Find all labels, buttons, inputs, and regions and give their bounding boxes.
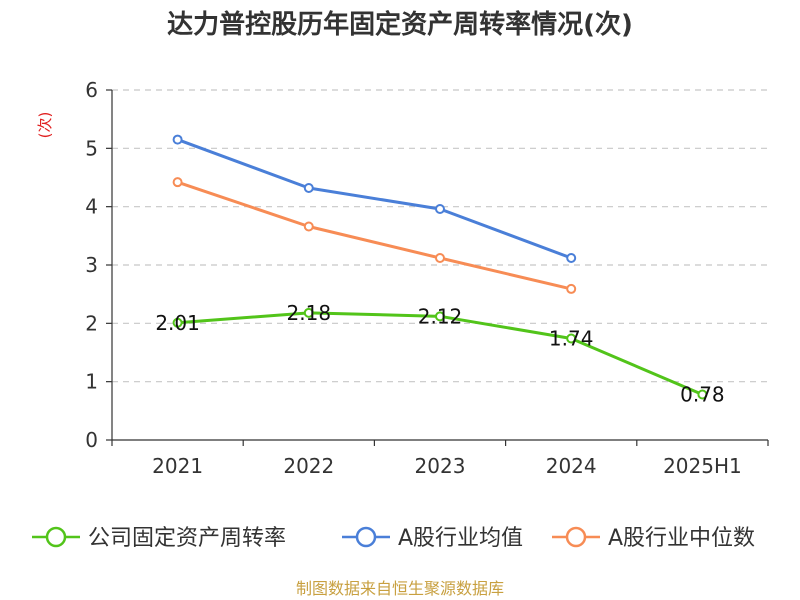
data-labels: 2.01 2.18 2.12 1.74 0.78 (155, 301, 724, 407)
data-point (172, 177, 183, 188)
y-tick-label: 6 (85, 78, 98, 102)
legend-marker (355, 526, 377, 548)
series-line-3 (176, 180, 573, 291)
data-point (435, 204, 445, 214)
y-tick-label: 2 (85, 311, 98, 335)
x-tick-label: 2022 (283, 454, 334, 478)
legend-label: A股行业均值 (398, 526, 523, 551)
legend-label: 公司固定资产周转率 (88, 526, 286, 551)
x-tick-label: 2025H1 (663, 454, 742, 478)
legend-marker (45, 526, 67, 548)
data-point (172, 134, 183, 145)
x-tick-label: 2023 (415, 454, 466, 478)
chart-title: 达力普控股历年固定资产周转率情况(次) (167, 9, 633, 40)
data-point (566, 283, 577, 294)
data-point (566, 333, 577, 344)
data-point (303, 307, 314, 318)
data-point (172, 317, 183, 328)
x-tick-label: 2024 (546, 454, 597, 478)
y-axis-label: (次) (36, 112, 54, 139)
source-note: 制图数据来自恒生聚源数据库 (296, 579, 504, 598)
legend-label: A股行业中位数 (608, 526, 755, 551)
data-label: 2.01 (155, 311, 200, 335)
legend: 公司固定资产周转率 A股行业均值 A股行业中位数 (32, 526, 755, 551)
x-tick-label: 2021 (152, 454, 203, 478)
y-tick-label: 5 (85, 136, 98, 160)
series-group (172, 134, 708, 400)
data-label: 0.78 (680, 383, 725, 407)
data-label: 2.18 (287, 301, 332, 325)
data-label: 1.74 (549, 327, 594, 351)
data-point (435, 311, 445, 322)
data-label: 2.12 (418, 304, 463, 328)
data-point (435, 253, 445, 263)
data-point (697, 389, 708, 400)
grid-lines (112, 89, 768, 383)
y-tick-label: 3 (85, 253, 98, 277)
legend-marker (565, 526, 587, 548)
data-point (303, 183, 314, 193)
data-point (566, 253, 577, 263)
data-point (303, 221, 314, 232)
series-line-2 (176, 138, 573, 260)
y-tick-label: 0 (85, 428, 98, 452)
axes: 0 1 2 3 4 5 6 2021 2022 2023 2024 2025H1 (85, 78, 769, 478)
y-tick-label: 1 (85, 370, 98, 394)
y-tick-label: 4 (85, 195, 98, 219)
